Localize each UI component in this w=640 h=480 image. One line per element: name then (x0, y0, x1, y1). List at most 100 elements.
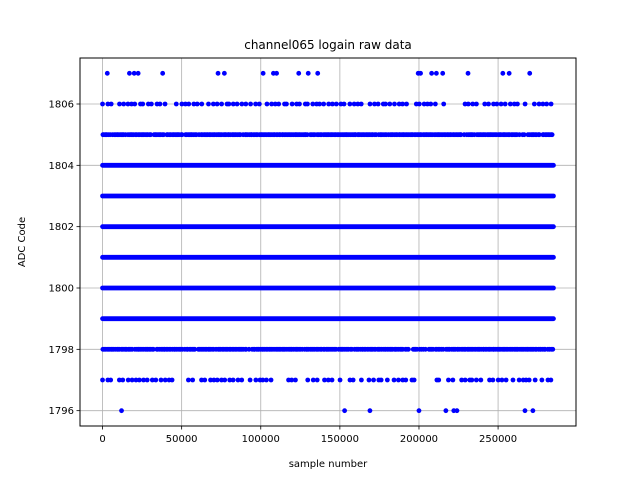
plot-area (80, 58, 576, 426)
data-point (350, 377, 356, 383)
data-point (297, 101, 302, 107)
data-point (418, 70, 423, 76)
data-point (191, 101, 197, 107)
data-point (125, 101, 131, 107)
data-point (342, 408, 348, 414)
chart-title: channel065 logain raw data (244, 38, 412, 52)
data-point (253, 377, 259, 383)
data-point (429, 70, 435, 76)
data-point (358, 377, 364, 383)
data-point (179, 101, 185, 107)
data-point (239, 377, 245, 383)
data-point (474, 101, 479, 107)
data-point (260, 377, 266, 383)
data-point (487, 377, 492, 383)
data-point (540, 101, 546, 107)
data-point (326, 101, 332, 107)
data-point (411, 377, 417, 383)
data-point (214, 377, 220, 383)
data-point (539, 377, 545, 383)
data-point (341, 101, 347, 107)
data-point (482, 101, 488, 107)
data-point (465, 101, 471, 107)
data-point (317, 101, 322, 107)
data-point (214, 101, 220, 107)
data-point (117, 101, 122, 107)
data-point (391, 377, 397, 383)
data-point (443, 408, 449, 414)
data-point (314, 377, 320, 383)
data-point (404, 101, 409, 107)
data-point (183, 101, 188, 107)
data-point (403, 377, 409, 383)
data-point (305, 377, 311, 383)
data-point (289, 101, 295, 107)
data-point (234, 101, 240, 107)
data-point (515, 101, 520, 107)
data-point (305, 101, 310, 107)
data-point (375, 101, 381, 107)
data-point (550, 346, 556, 352)
data-point (215, 70, 221, 76)
data-point (527, 70, 533, 76)
data-point (321, 101, 327, 107)
data-point (149, 377, 155, 383)
data-point (148, 101, 154, 107)
data-point (202, 377, 208, 383)
data-point (150, 346, 156, 352)
data-point (148, 132, 154, 138)
data-point (469, 377, 475, 383)
plot-frame (79, 57, 577, 427)
data-point (330, 101, 335, 107)
data-point (206, 101, 211, 107)
data-point (208, 377, 213, 383)
x-tick-label: 100000 (242, 434, 280, 445)
data-point (140, 101, 146, 107)
data-point (396, 377, 401, 383)
data-point (450, 377, 456, 383)
data-point (133, 377, 139, 383)
data-point (173, 101, 179, 107)
data-point (432, 101, 438, 107)
data-point (506, 70, 512, 76)
data-point (499, 377, 505, 383)
data-point (522, 408, 528, 414)
y-tick-label: 1796 (49, 406, 74, 417)
data-point (503, 377, 509, 383)
data-point (522, 101, 528, 107)
data-point (284, 101, 289, 107)
data-point (260, 70, 266, 76)
data-point (226, 101, 232, 107)
y-tick-label: 1800 (49, 284, 74, 295)
data-point (355, 101, 361, 107)
data-point (507, 101, 513, 107)
data-point (144, 377, 150, 383)
data-point (329, 377, 335, 383)
data-point (227, 377, 233, 383)
data-point (141, 377, 146, 383)
x-tick-label: 50000 (166, 434, 198, 445)
data-point (305, 70, 311, 76)
data-point (423, 346, 428, 352)
data-point (470, 101, 476, 107)
data-point (162, 377, 168, 383)
data-point (416, 408, 422, 414)
data-point (416, 101, 422, 107)
data-point (500, 70, 506, 76)
data-point (421, 101, 427, 107)
data-point (276, 101, 282, 107)
data-point (371, 377, 376, 383)
data-point (211, 377, 217, 383)
data-point (135, 70, 141, 76)
data-point (272, 101, 278, 107)
y-tick-label: 1806 (49, 100, 74, 111)
data-point (116, 377, 122, 383)
data-point (269, 101, 275, 107)
data-point (465, 70, 471, 76)
data-point (158, 377, 164, 383)
data-point (105, 101, 111, 107)
data-point (351, 101, 357, 107)
data-point (274, 70, 279, 76)
data-point (186, 377, 191, 383)
data-point (153, 377, 159, 383)
